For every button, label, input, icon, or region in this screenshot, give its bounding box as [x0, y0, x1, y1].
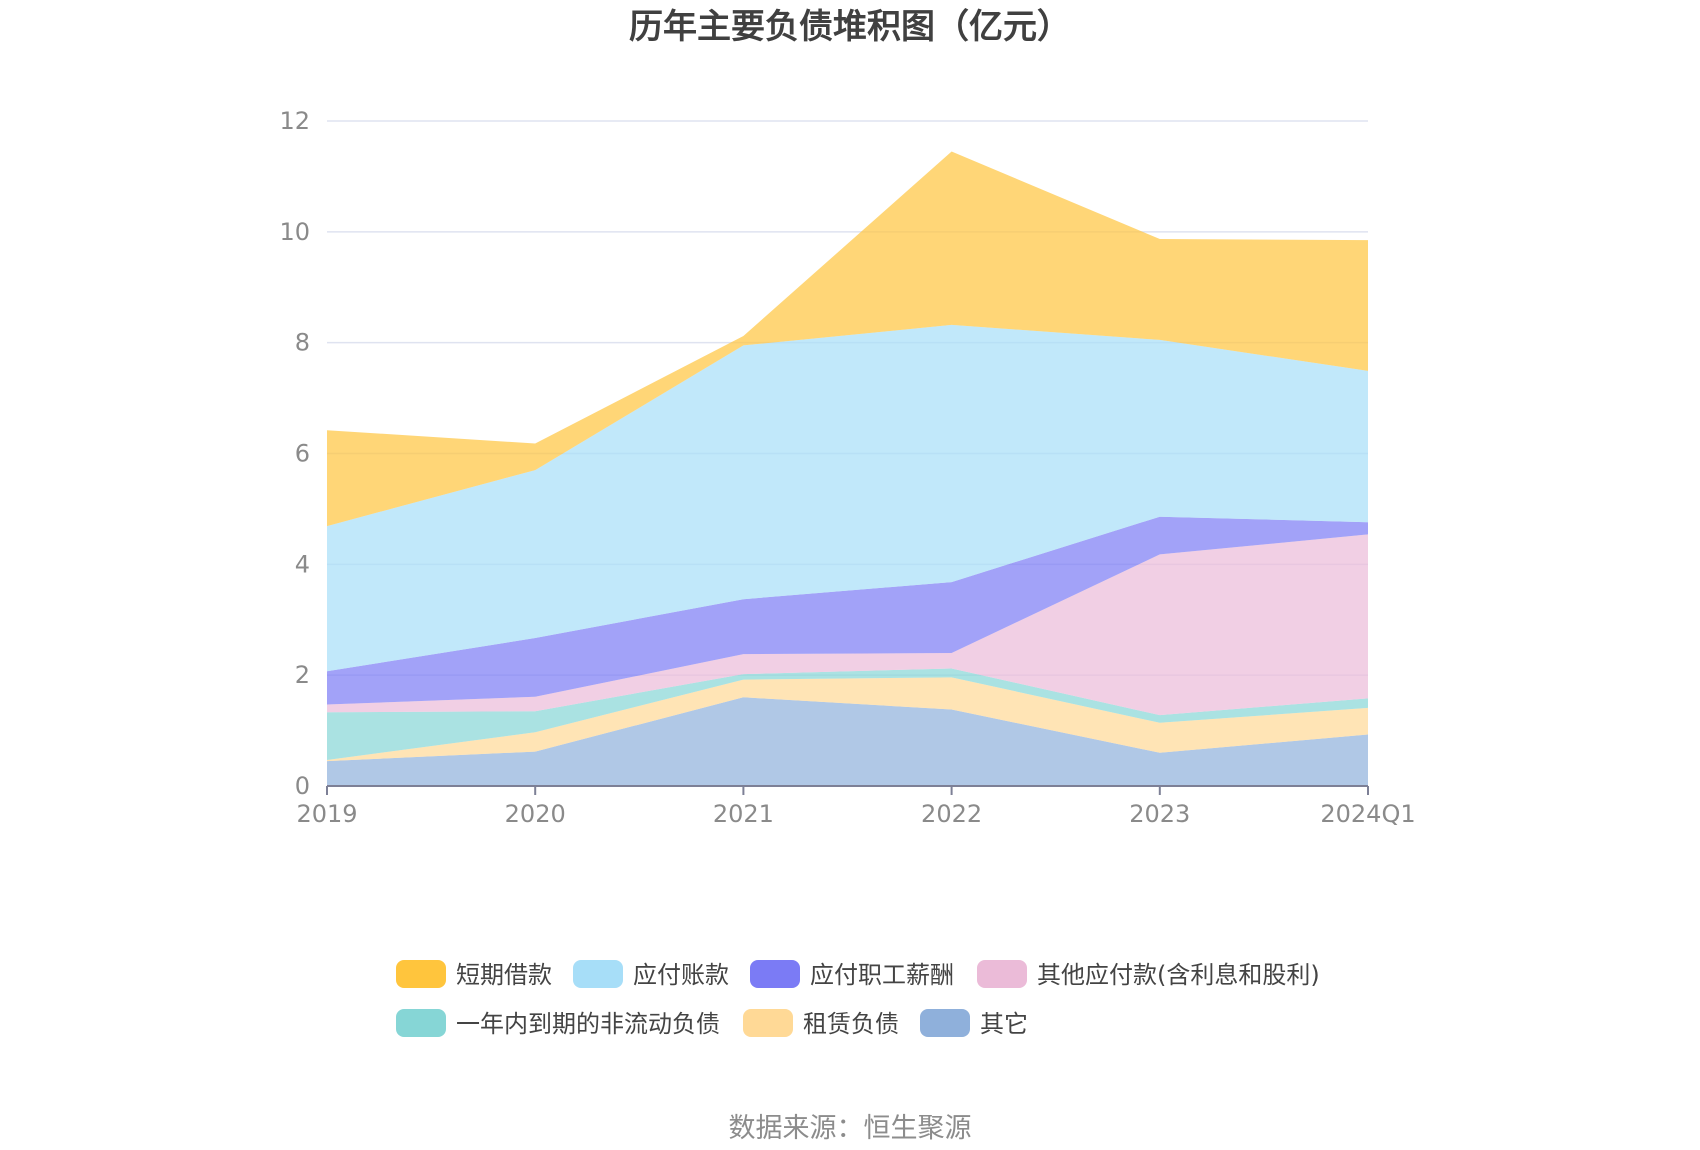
area-series-5[interactable] [327, 324, 1368, 672]
legend-item[interactable]: 一年内到期的非流动负债 [396, 1009, 720, 1038]
legend-label: 应付账款 [633, 961, 729, 989]
area-series-0[interactable] [327, 697, 1368, 786]
area-series-6[interactable] [327, 151, 1368, 527]
legend-item[interactable]: 应付账款 [573, 960, 729, 989]
x-tick-label: 2021 [713, 800, 774, 828]
area-series [327, 151, 1368, 786]
area-series-4[interactable] [327, 516, 1368, 705]
axes: 0 2 4 6 8 10 12 2019 2020 2021 2022 2023 2024Q1 [279, 107, 1415, 828]
legend-swatch [920, 1009, 970, 1037]
legend-label: 其他应付款(含利息和股利) [1037, 961, 1320, 989]
y-tick-label: 6 [295, 440, 310, 468]
legend-swatch [750, 960, 800, 988]
y-tick-label: 2 [295, 661, 310, 689]
x-tick-label: 2024Q1 [1320, 800, 1415, 828]
y-tick-label: 8 [295, 329, 310, 357]
area-series-2[interactable] [327, 668, 1368, 761]
x-tick-label: 2022 [921, 800, 982, 828]
legend-item[interactable]: 其他应付款(含利息和股利) [977, 960, 1320, 989]
legend-swatch [977, 960, 1027, 988]
legend: 短期借款 应付账款 应付职工薪酬 其他应付款(含利息和股利) 一年内到期的非流动负债 租赁… [396, 960, 1320, 1038]
x-tick-label: 2023 [1129, 800, 1190, 828]
y-tick-label: 12 [279, 107, 310, 135]
legend-label: 一年内到期的非流动负债 [456, 1010, 720, 1038]
legend-swatch [396, 960, 446, 988]
legend-item[interactable]: 租赁负债 [743, 1009, 899, 1038]
data-source-note: 数据来源：恒生聚源 [729, 1113, 972, 1144]
area-series-3[interactable] [327, 534, 1368, 716]
area-series-1[interactable] [327, 677, 1368, 762]
legend-label: 应付职工薪酬 [810, 961, 954, 989]
y-tick-label: 4 [295, 550, 310, 578]
x-tick-label: 2020 [505, 800, 566, 828]
legend-swatch [573, 960, 623, 988]
x-tick-label: 2019 [296, 800, 357, 828]
legend-item[interactable]: 应付职工薪酬 [750, 960, 954, 989]
legend-item[interactable]: 短期借款 [396, 960, 552, 989]
legend-swatch [396, 1009, 446, 1037]
legend-item[interactable]: 其它 [920, 1009, 1028, 1038]
legend-swatch [743, 1009, 793, 1037]
y-tick-label: 0 [295, 772, 310, 800]
y-tick-label: 10 [279, 218, 310, 246]
legend-label: 租赁负债 [803, 1010, 899, 1038]
chart-title: 历年主要负债堆积图（亿元） [629, 7, 1071, 47]
legend-label: 其它 [980, 1010, 1028, 1038]
legend-label: 短期借款 [456, 961, 552, 989]
